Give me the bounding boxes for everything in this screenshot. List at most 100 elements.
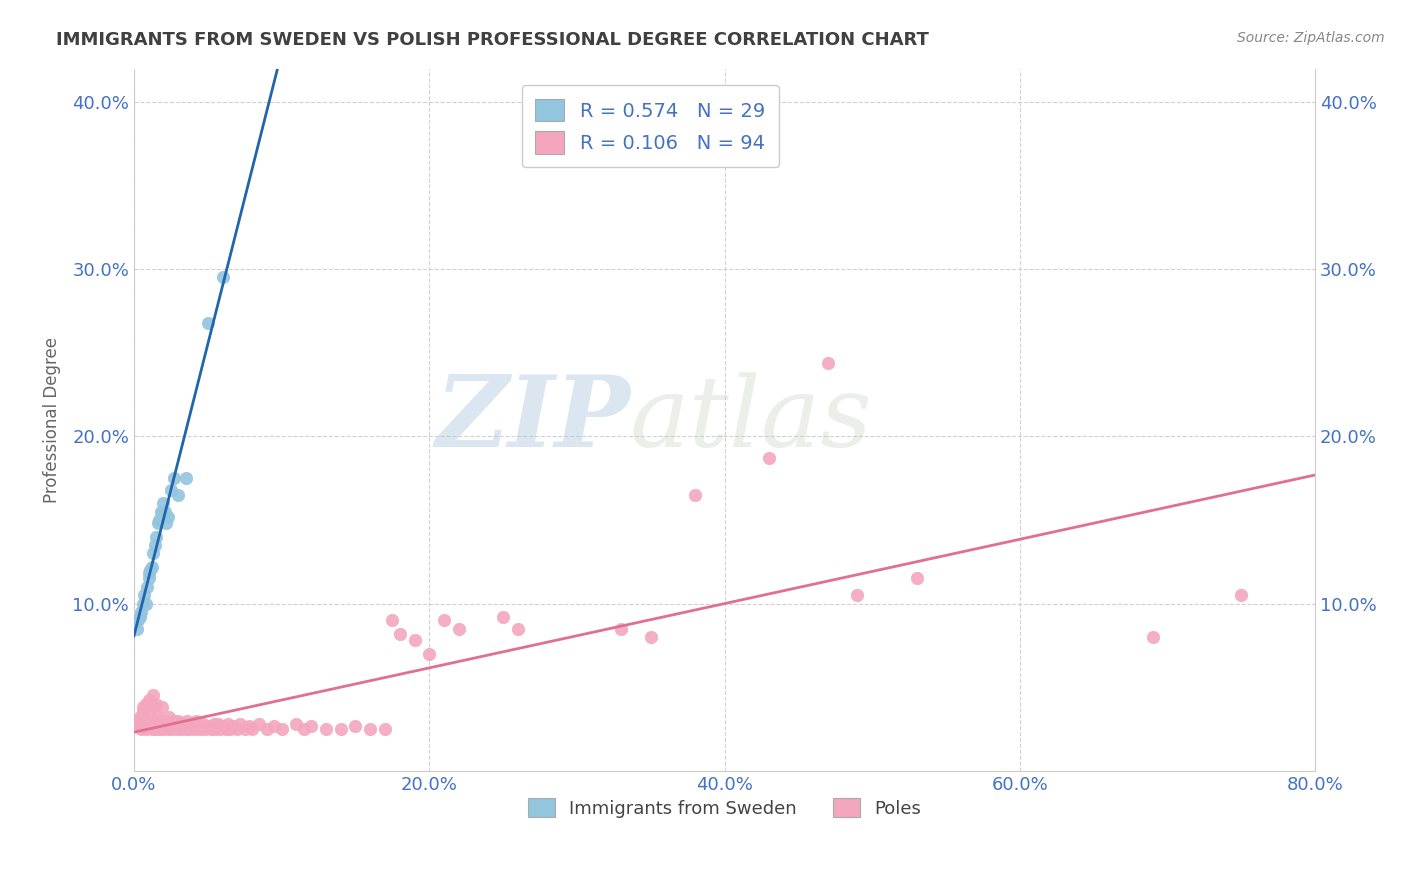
Point xyxy=(315,722,337,736)
Point xyxy=(197,316,219,330)
Point xyxy=(139,563,162,577)
Point xyxy=(214,722,236,736)
Point xyxy=(128,710,150,724)
Point xyxy=(148,513,170,527)
Point xyxy=(226,722,249,736)
Point xyxy=(134,588,156,602)
Point xyxy=(131,605,153,619)
Point xyxy=(208,722,231,736)
Point xyxy=(160,483,183,497)
Point xyxy=(256,722,278,736)
Point xyxy=(141,700,163,714)
Point xyxy=(217,717,239,731)
Point xyxy=(142,689,165,703)
Point xyxy=(138,717,160,731)
Point xyxy=(194,722,217,736)
Point xyxy=(167,488,190,502)
Point xyxy=(146,516,169,531)
Point xyxy=(229,717,252,731)
Point xyxy=(176,714,198,728)
Point xyxy=(128,610,150,624)
Legend: Immigrants from Sweden, Poles: Immigrants from Sweden, Poles xyxy=(520,791,928,825)
Point xyxy=(285,717,308,731)
Point xyxy=(238,718,260,732)
Point xyxy=(138,566,160,581)
Point xyxy=(141,559,163,574)
Point xyxy=(148,722,170,736)
Point xyxy=(207,717,229,731)
Point xyxy=(141,722,163,736)
Point xyxy=(202,717,225,731)
Point xyxy=(150,504,173,518)
Point xyxy=(193,717,215,731)
Point xyxy=(174,471,197,485)
Point xyxy=(610,622,633,636)
Point xyxy=(132,597,155,611)
Point xyxy=(170,722,193,736)
Point xyxy=(152,722,174,736)
Point xyxy=(149,504,172,518)
Point xyxy=(131,722,153,736)
Point xyxy=(155,717,177,731)
Point xyxy=(136,580,159,594)
Point xyxy=(174,722,197,736)
Point xyxy=(329,722,352,736)
Point xyxy=(211,270,233,285)
Text: ZIP: ZIP xyxy=(434,371,630,468)
Point xyxy=(240,722,263,736)
Point xyxy=(166,722,188,736)
Point xyxy=(127,717,149,731)
Point xyxy=(204,722,226,736)
Point xyxy=(211,718,233,732)
Point xyxy=(190,722,212,736)
Point xyxy=(222,718,245,732)
Point xyxy=(145,697,167,711)
Point xyxy=(142,714,165,728)
Point xyxy=(233,722,256,736)
Point xyxy=(374,722,396,736)
Point xyxy=(142,546,165,560)
Point xyxy=(127,613,149,627)
Point xyxy=(145,530,167,544)
Point xyxy=(125,622,148,636)
Point xyxy=(139,705,162,719)
Point xyxy=(162,722,184,736)
Point xyxy=(418,647,440,661)
Point xyxy=(388,626,411,640)
Point xyxy=(344,718,367,732)
Point xyxy=(145,717,167,731)
Point xyxy=(299,718,322,732)
Point xyxy=(249,717,271,731)
Point xyxy=(138,571,160,585)
Point xyxy=(184,714,207,728)
Point xyxy=(146,710,169,724)
Point xyxy=(165,717,187,731)
Point xyxy=(187,718,209,732)
Point xyxy=(359,722,381,736)
Point xyxy=(153,714,176,728)
Point xyxy=(155,516,177,531)
Point xyxy=(683,488,706,502)
Point xyxy=(149,714,172,728)
Point xyxy=(163,471,186,485)
Point xyxy=(1230,588,1253,602)
Point xyxy=(153,504,176,518)
Point xyxy=(270,722,292,736)
Point xyxy=(135,597,157,611)
Point xyxy=(263,718,285,732)
Point xyxy=(905,571,928,585)
Point xyxy=(134,714,156,728)
Point xyxy=(404,633,426,648)
Point xyxy=(135,722,157,736)
Point xyxy=(163,714,186,728)
Point xyxy=(172,717,194,731)
Point xyxy=(152,496,174,510)
Y-axis label: Professional Degree: Professional Degree xyxy=(44,336,60,502)
Point xyxy=(177,718,200,732)
Point xyxy=(156,509,179,524)
Point xyxy=(179,722,201,736)
Point xyxy=(156,722,179,736)
Point xyxy=(136,714,159,728)
Point xyxy=(183,722,205,736)
Point xyxy=(125,714,148,728)
